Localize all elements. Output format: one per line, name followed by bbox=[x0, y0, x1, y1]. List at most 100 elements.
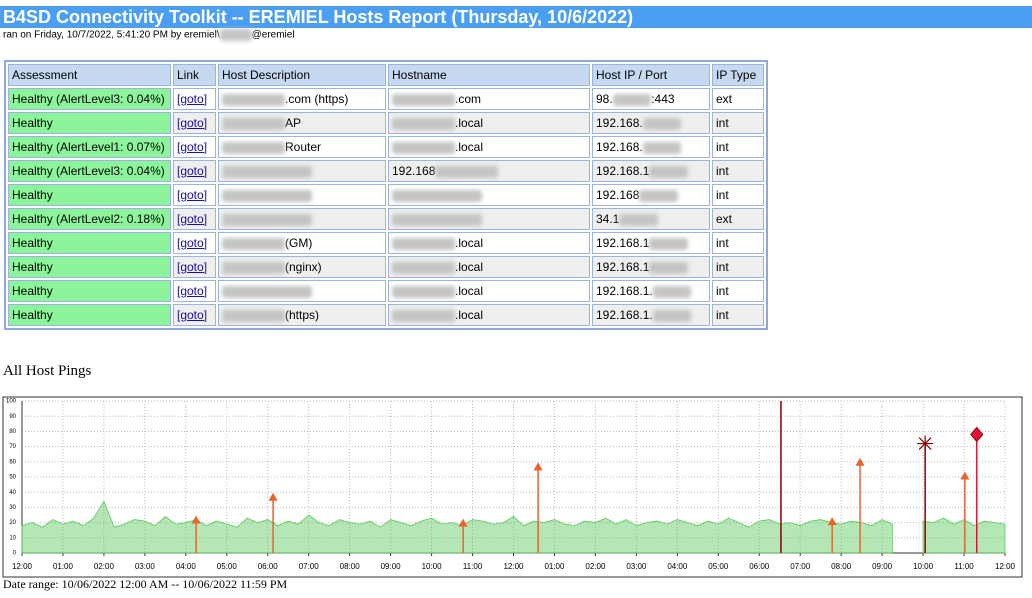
x-tick-label: 07:00 bbox=[299, 562, 320, 571]
table-cell: Healthy bbox=[8, 304, 171, 326]
goto-link[interactable]: [goto] bbox=[177, 284, 208, 298]
report-subtitle: ran on Friday, 10/7/2022, 5:41:20 PM by … bbox=[3, 29, 295, 41]
table-cell: [goto] bbox=[173, 256, 216, 278]
table-cell: Healthy (AlertLevel3: 0.04%) bbox=[8, 160, 171, 182]
x-tick-label: 09:00 bbox=[872, 562, 893, 571]
table-cell: int bbox=[712, 112, 764, 134]
table-cell: AP bbox=[218, 112, 386, 134]
cell-text: .com bbox=[455, 92, 482, 106]
goto-link[interactable]: [goto] bbox=[177, 92, 208, 106]
table-cell: (GM) bbox=[218, 232, 386, 254]
cell-text: 192.168.1. bbox=[596, 284, 653, 298]
table-cell: 192.168.1 bbox=[592, 232, 710, 254]
table-cell: .local bbox=[388, 112, 590, 134]
x-tick-label: 04:00 bbox=[176, 562, 197, 571]
table-cell: .local bbox=[388, 280, 590, 302]
table-cell: 192.168.1. bbox=[592, 304, 710, 326]
table-cell bbox=[218, 184, 386, 206]
table-cell: [goto] bbox=[173, 88, 216, 110]
table-cell: [goto] bbox=[173, 208, 216, 230]
event-marker bbox=[191, 515, 201, 524]
goto-link[interactable]: [goto] bbox=[177, 116, 208, 130]
redacted bbox=[392, 141, 455, 154]
table-cell: Healthy bbox=[8, 280, 171, 302]
table-row: Healthy (AlertLevel2: 0.18%) [goto] 34.1 ex… bbox=[8, 208, 764, 230]
hosts-table: Assessment Link Host Description Hostname Ho… bbox=[4, 60, 768, 330]
redacted bbox=[222, 165, 312, 178]
column-header: Host Description bbox=[218, 64, 386, 86]
y-tick-label: 30 bbox=[9, 505, 16, 511]
x-tick-label: 03:00 bbox=[135, 562, 156, 571]
cell-text: :443 bbox=[651, 92, 675, 106]
x-tick-label: 06:00 bbox=[258, 562, 279, 571]
redacted bbox=[222, 189, 312, 202]
event-marker bbox=[855, 457, 865, 466]
cell-text: .local bbox=[455, 236, 484, 250]
table-cell: [goto] bbox=[173, 184, 216, 206]
redacted bbox=[219, 29, 252, 41]
cell-text: .com (https) bbox=[285, 92, 349, 106]
table-cell: (nginx) bbox=[218, 256, 386, 278]
table-row: Healthy (AlertLevel3: 0.04%) [goto] .com (… bbox=[8, 88, 764, 110]
report-title: B4SD Connectivity Toolkit -- EREMIEL Hos… bbox=[0, 6, 1032, 28]
goto-link[interactable]: [goto] bbox=[177, 236, 208, 250]
redacted bbox=[392, 285, 455, 298]
cell-text: .local bbox=[455, 140, 484, 154]
redacted bbox=[222, 213, 312, 226]
table-cell: (https) bbox=[218, 304, 386, 326]
goto-link[interactable]: [goto] bbox=[177, 212, 208, 226]
redacted bbox=[642, 141, 682, 154]
cell-text: 192.168. bbox=[596, 140, 643, 154]
table-cell: .com bbox=[388, 88, 590, 110]
goto-link[interactable]: [goto] bbox=[177, 308, 208, 322]
table-cell bbox=[388, 208, 590, 230]
table-cell: 192.168.1. bbox=[592, 280, 710, 302]
column-header: Link bbox=[173, 64, 216, 86]
x-tick-label: 02:00 bbox=[585, 562, 606, 571]
cell-text: .local bbox=[455, 116, 484, 130]
redacted bbox=[392, 237, 455, 250]
redacted bbox=[619, 213, 658, 226]
x-tick-label: 03:00 bbox=[626, 562, 647, 571]
goto-link[interactable]: [goto] bbox=[177, 260, 208, 274]
table-cell: Healthy (AlertLevel2: 0.18%) bbox=[8, 208, 171, 230]
event-marker bbox=[268, 492, 278, 501]
x-tick-label: 01:00 bbox=[544, 562, 565, 571]
cell-text: 192.168 bbox=[596, 188, 640, 202]
table-cell: int bbox=[712, 232, 764, 254]
table-row: Healthy [goto] AP .local 192.168. int bbox=[8, 112, 764, 134]
y-tick-label: 100 bbox=[6, 399, 17, 405]
redacted bbox=[392, 309, 455, 322]
table-cell bbox=[218, 280, 386, 302]
redacted bbox=[435, 165, 499, 178]
redacted bbox=[649, 237, 688, 250]
x-tick-label: 02:00 bbox=[94, 562, 115, 571]
table-cell: int bbox=[712, 256, 764, 278]
y-tick-label: 40 bbox=[9, 490, 16, 496]
redacted bbox=[639, 189, 678, 202]
cell-text: Router bbox=[285, 140, 322, 154]
cell-text: 34.1 bbox=[596, 212, 620, 226]
goto-link[interactable]: [goto] bbox=[177, 188, 208, 202]
cell-text: 98. bbox=[596, 92, 613, 106]
table-cell: Healthy bbox=[8, 184, 171, 206]
goto-link[interactable]: [goto] bbox=[177, 140, 208, 154]
table-cell: Healthy (AlertLevel1: 0.07%) bbox=[8, 136, 171, 158]
cell-text: 192.168 bbox=[392, 164, 436, 178]
table-row: Healthy [goto] (https) .local 192.168.1. int bbox=[8, 304, 764, 326]
redacted bbox=[642, 117, 682, 130]
x-tick-label: 10:00 bbox=[422, 562, 443, 571]
table-cell: Healthy bbox=[8, 232, 171, 254]
event-marker bbox=[970, 426, 984, 443]
redacted bbox=[222, 309, 285, 322]
redacted bbox=[649, 165, 688, 178]
goto-link[interactable]: [goto] bbox=[177, 164, 208, 178]
cell-text: (https) bbox=[285, 308, 320, 322]
cell-text: .local bbox=[455, 284, 484, 298]
x-tick-label: 09:00 bbox=[381, 562, 402, 571]
x-tick-label: 01:00 bbox=[53, 562, 74, 571]
table-cell: int bbox=[712, 304, 764, 326]
event-marker bbox=[458, 518, 468, 527]
redacted bbox=[222, 141, 285, 154]
